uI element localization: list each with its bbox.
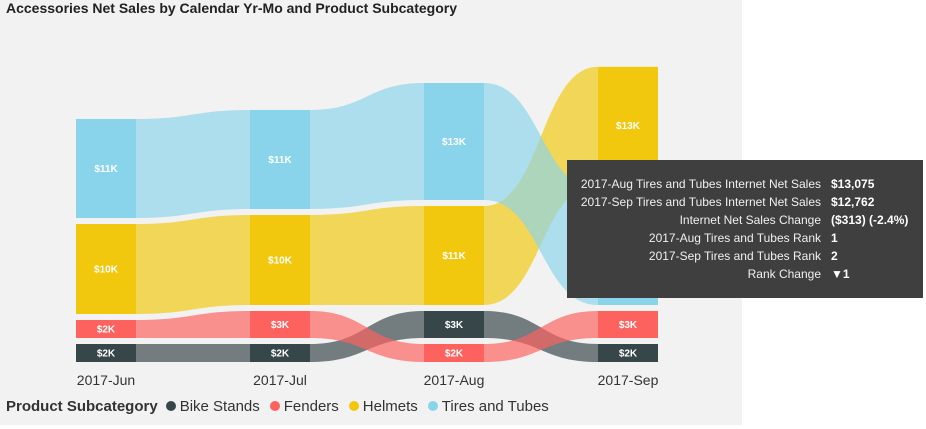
chart-title: Accessories Net Sales by Calendar Yr-Mo … [6, 0, 458, 16]
bar-segment-fenders[interactable] [250, 311, 310, 338]
data-label: $10K [94, 265, 119, 276]
ribbon-chart-visual: $2K $2K $10K $11K $2K $3K $10K $11K $2K $3K $11K $1… [0, 0, 742, 425]
tooltip-label: 2017-Aug Tires and Tubes Rank [648, 231, 821, 245]
legend-marker-tires-and-tubes [427, 401, 438, 411]
tooltip-value: $12,762 [831, 195, 875, 209]
data-label: $2K [97, 325, 116, 336]
ribbon-helmets[interactable] [310, 206, 424, 305]
tooltip-row: Internet Net Sales Change ($313) (-2.4%) [567, 211, 923, 229]
bar-segment-bike-stands[interactable] [598, 344, 658, 362]
ribbons-layer [136, 66, 598, 362]
data-label: $3K [619, 320, 638, 331]
tooltip-value: ($313) (-2.4%) [831, 213, 909, 227]
tooltip-value: 2 [831, 249, 838, 263]
ribbon-helmets[interactable] [136, 215, 250, 314]
x-axis: 2017-Jun 2017-Jul 2017-Aug 2017-Sep [77, 372, 659, 388]
bar-segment-helmets[interactable] [250, 215, 310, 305]
legend-title: Product Subcategory [6, 397, 158, 415]
data-label: $10K [268, 256, 293, 267]
bar-segment-helmets[interactable] [76, 224, 136, 314]
tooltip-row: 2017-Aug Tires and Tubes Internet Net Sa… [567, 175, 923, 193]
x-tick-label: 2017-Jun [77, 372, 135, 388]
bar-segment-fenders[interactable] [598, 311, 658, 338]
tooltip-label: 2017-Aug Tires and Tubes Internet Net Sa… [580, 177, 821, 191]
legend-item-tires-and-tubes[interactable]: Tires and Tubes [427, 397, 549, 415]
data-label: $11K [94, 164, 118, 175]
ribbon-fenders[interactable] [136, 311, 250, 338]
tooltip-value: ▼1 [831, 267, 850, 281]
bar-segment-tires-and-tubes[interactable] [250, 110, 310, 209]
legend-marker-bike-stands [165, 401, 176, 411]
tooltip-value: $13,075 [831, 177, 875, 191]
tooltip: 2017-Aug Tires and Tubes Internet Net Sa… [567, 160, 923, 298]
legend-item-fenders[interactable]: Fenders [269, 397, 339, 415]
legend-item-bike-stands[interactable]: Bike Stands [165, 397, 260, 415]
tooltip-row: Rank Change ▼1 [567, 265, 923, 283]
data-label: $2K [619, 349, 638, 360]
legend-label-fenders: Fenders [283, 397, 339, 415]
ribbon-fenders[interactable] [310, 311, 424, 362]
tooltip-label: 2017-Sep Tires and Tubes Internet Net Sa… [580, 195, 821, 209]
data-label: $2K [97, 349, 116, 360]
x-tick-label: 2017-Jul [253, 372, 307, 388]
bar-segment-helmets[interactable] [424, 206, 484, 305]
data-label: $13K [442, 137, 467, 148]
tooltip-label: Rank Change [747, 267, 821, 281]
bar-segment-tires-and-tubes[interactable] [76, 119, 136, 218]
bar-segment-fenders[interactable] [76, 320, 136, 338]
bar-segment-bike-stands[interactable] [76, 344, 136, 362]
legend-label-tires-and-tubes: Tires and Tubes [441, 397, 549, 415]
legend-item-helmets[interactable]: Helmets [348, 397, 418, 415]
ribbon-tires-and-tubes[interactable] [136, 110, 250, 218]
legend-label-helmets: Helmets [362, 397, 418, 415]
data-label: $3K [445, 320, 464, 331]
tooltip-row: 2017-Sep Tires and Tubes Internet Net Sa… [567, 193, 923, 211]
tooltip-value: 1 [831, 231, 838, 245]
x-tick-label: 2017-Sep [598, 372, 659, 388]
legend-label-bike-stands: Bike Stands [179, 397, 260, 415]
tooltip-label: 2017-Sep Tires and Tubes Rank [648, 249, 821, 263]
data-label: $13K [616, 121, 641, 132]
data-label: $2K [445, 349, 464, 360]
data-label: $11K [442, 251, 466, 262]
bar-segment-fenders[interactable] [424, 344, 484, 362]
tooltip-row: 2017-Sep Tires and Tubes Rank 2 [567, 247, 923, 265]
ribbon-bike-stands[interactable] [136, 344, 250, 362]
data-label: $3K [271, 320, 290, 331]
ribbon-tires-and-tubes[interactable] [310, 83, 424, 209]
legend: Product Subcategory Bike Stands Fenders … [6, 395, 559, 417]
tooltip-row: 2017-Aug Tires and Tubes Rank 1 [567, 229, 923, 247]
x-tick-label: 2017-Aug [424, 372, 485, 388]
legend-marker-helmets [348, 401, 359, 411]
tooltip-label: Internet Net Sales Change [679, 213, 821, 227]
bar-segment-bike-stands[interactable] [424, 311, 484, 338]
legend-marker-fenders [269, 401, 280, 411]
data-label: $2K [271, 349, 290, 360]
data-label: $11K [268, 155, 292, 166]
bar-segment-bike-stands[interactable] [250, 344, 310, 362]
ribbon-fenders[interactable] [484, 311, 598, 362]
bar-segment-tires-and-tubes[interactable] [424, 83, 484, 200]
